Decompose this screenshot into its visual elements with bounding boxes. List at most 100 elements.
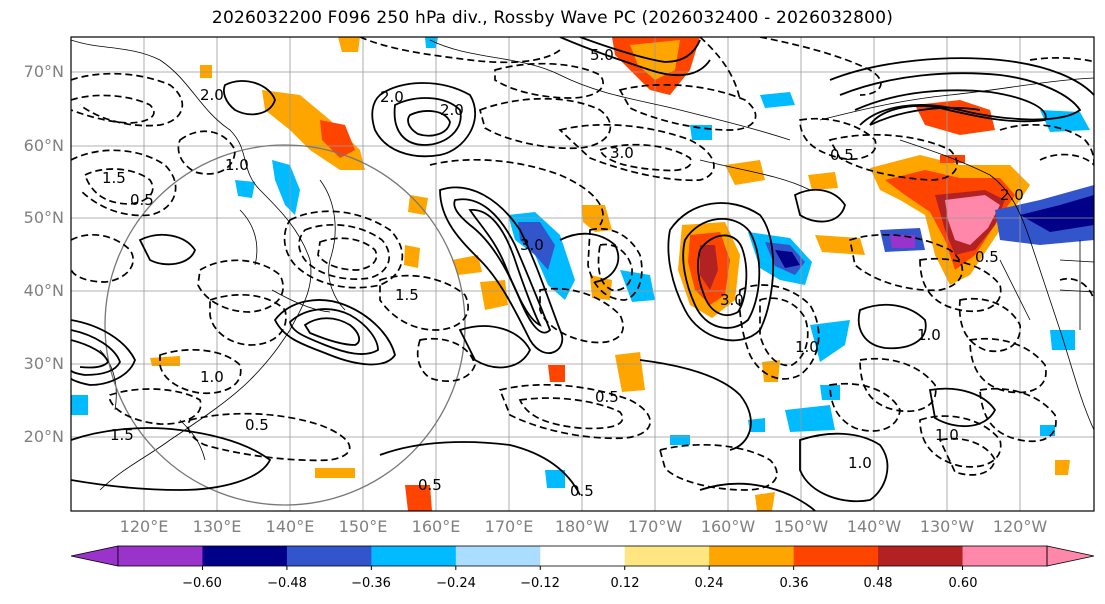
lon-label: 150°W bbox=[773, 517, 829, 536]
shade-patch bbox=[700, 245, 718, 290]
colorbar-tick-label: 0.24 bbox=[694, 576, 724, 591]
shade-patch bbox=[890, 235, 915, 248]
contour-labels: 0.5 1.0 1.5 2.0 3.0 5.0 0.5 1.0 1.5 2.0 3.0 0.5 1.0 1… bbox=[102, 46, 1024, 500]
shade-patch bbox=[755, 492, 775, 511]
contour-label: 1.5 bbox=[395, 286, 419, 304]
lon-label: 120°W bbox=[992, 517, 1048, 536]
shade-patch bbox=[620, 270, 655, 302]
shade-patch bbox=[480, 280, 508, 310]
colorbar-swatch bbox=[709, 546, 795, 566]
lon-label: 130°E bbox=[192, 517, 242, 536]
shade-patch bbox=[762, 360, 780, 382]
contour-label: 1.0 bbox=[935, 426, 959, 444]
contour-label: 1.0 bbox=[795, 338, 819, 356]
lon-label: 170°E bbox=[484, 517, 534, 536]
colorbar bbox=[70, 545, 1095, 570]
contour-label: 1.0 bbox=[200, 368, 224, 386]
lon-label: 180°W bbox=[554, 517, 610, 536]
contour-label: 0.5 bbox=[595, 388, 619, 406]
shade-patch bbox=[725, 160, 765, 185]
contour-label: 0.5 bbox=[570, 482, 594, 500]
lon-label: 140°E bbox=[265, 517, 315, 536]
shade-patch bbox=[338, 37, 360, 52]
colorbar-tick-label: 0.12 bbox=[610, 576, 640, 591]
shade-patch bbox=[71, 395, 88, 415]
shade-patch bbox=[945, 195, 1000, 245]
shade-patch bbox=[615, 352, 645, 392]
colorbar-swatch bbox=[962, 546, 1048, 566]
lon-label: 140°W bbox=[846, 517, 902, 536]
shade-patch bbox=[452, 255, 482, 275]
reference-circle bbox=[104, 144, 466, 506]
lon-label: 170°W bbox=[627, 517, 683, 536]
colorbar-extend-min bbox=[70, 545, 119, 567]
colorbar-swatch bbox=[118, 546, 203, 566]
colorbar-tick-label: −0.60 bbox=[182, 576, 222, 591]
contour-label: 0.5 bbox=[245, 416, 269, 434]
lon-label: 150°E bbox=[338, 517, 388, 536]
colorbar-swatch bbox=[878, 546, 964, 566]
shade-patch bbox=[582, 205, 612, 232]
lat-label: 30°N bbox=[23, 354, 64, 373]
shade-patch bbox=[760, 92, 795, 108]
lon-label: 130°W bbox=[919, 517, 975, 536]
shade-patch bbox=[810, 320, 850, 362]
colorbar-swatch bbox=[455, 546, 541, 566]
colorbar-tick-label: 0.48 bbox=[863, 576, 893, 591]
contour-label: 2.0 bbox=[1000, 186, 1024, 204]
lat-label: 50°N bbox=[23, 208, 64, 227]
shade-patch bbox=[200, 65, 212, 78]
shade-patch bbox=[272, 160, 300, 215]
shade-patch bbox=[404, 245, 420, 268]
contour-label: 0.5 bbox=[130, 191, 154, 209]
shade-patch bbox=[670, 435, 690, 445]
contour-label: 1.5 bbox=[110, 426, 134, 444]
colorbar-extend-max bbox=[1046, 545, 1095, 567]
contour-label: 2.0 bbox=[440, 101, 464, 119]
contour-label: 3.0 bbox=[520, 236, 544, 254]
contour-label: 1.0 bbox=[917, 326, 941, 344]
shade-patch bbox=[315, 468, 355, 478]
colorbar-swatch bbox=[540, 546, 626, 566]
contour-label: 1.5 bbox=[102, 169, 126, 187]
shade-patch bbox=[150, 356, 180, 366]
contour-label: 3.0 bbox=[610, 144, 634, 162]
shade-patch bbox=[1050, 330, 1075, 350]
contour-label: 2.0 bbox=[380, 88, 404, 106]
colorbar-swatch bbox=[286, 546, 372, 566]
shading-layer bbox=[71, 37, 1094, 511]
shade-patch bbox=[1040, 425, 1055, 436]
map-frame bbox=[70, 36, 1095, 512]
contour-label: 0.5 bbox=[975, 248, 999, 266]
contour-label: 1.0 bbox=[848, 454, 872, 472]
shade-patch bbox=[405, 485, 432, 511]
lon-label: 160°W bbox=[700, 517, 756, 536]
shade-patch bbox=[235, 180, 255, 198]
contour-label: 5.0 bbox=[590, 46, 614, 64]
colorbar-swatch bbox=[202, 546, 288, 566]
colorbar-swatch bbox=[793, 546, 879, 566]
lon-label: 120°E bbox=[119, 517, 169, 536]
shade-patch bbox=[1040, 110, 1090, 132]
colorbar-tick-label: 0.36 bbox=[779, 576, 809, 591]
shade-patch bbox=[548, 365, 565, 382]
colorbar-tick-label: −0.48 bbox=[267, 576, 307, 591]
shade-patch bbox=[518, 222, 555, 270]
colorbar-tick-label: −0.12 bbox=[520, 576, 560, 591]
colorbar-swatch bbox=[624, 546, 710, 566]
lat-label: 60°N bbox=[23, 136, 64, 155]
colorbar-swatch bbox=[371, 546, 457, 566]
colorbar-tick-label: −0.36 bbox=[351, 576, 391, 591]
lat-label: 40°N bbox=[23, 281, 64, 300]
shade-patch bbox=[815, 235, 865, 255]
map-title: 2026032200 F096 250 hPa div., Rossby Wav… bbox=[211, 8, 894, 28]
lat-label: 20°N bbox=[23, 427, 64, 446]
colorbar-tick-label: 0.60 bbox=[948, 576, 978, 591]
negative-contours bbox=[71, 37, 1094, 491]
contour-label: 2.0 bbox=[200, 86, 224, 104]
colorbar-tick-label: −0.24 bbox=[436, 576, 476, 591]
shade-patch bbox=[1055, 460, 1070, 475]
shade-patch bbox=[785, 405, 835, 432]
shade-patch bbox=[808, 172, 838, 190]
shade-patch bbox=[1020, 195, 1094, 232]
